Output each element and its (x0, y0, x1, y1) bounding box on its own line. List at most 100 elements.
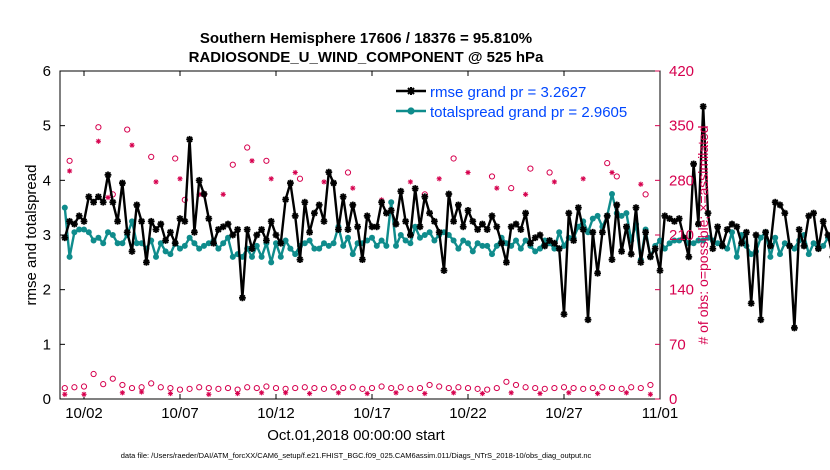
obs-possible-marker (320, 385, 328, 392)
rmse-point (623, 223, 630, 231)
rmse-point (416, 223, 424, 231)
totalspread-point (239, 253, 246, 260)
totalspread-point (537, 245, 543, 252)
rmse-point (109, 198, 117, 206)
obs-possible-marker (484, 386, 491, 393)
rmse-point (344, 226, 352, 233)
totalspread-point (585, 229, 591, 236)
totalspread-point (215, 245, 222, 252)
totalspread-point (129, 218, 135, 225)
rmse-point (599, 228, 606, 236)
y-tick-label-right: 420 (669, 63, 694, 80)
rmse-point (560, 310, 568, 318)
rmse-point (536, 231, 544, 239)
rmse-point (656, 267, 664, 274)
y-tick-label-left: 5 (43, 118, 51, 135)
totalspread-point (748, 251, 755, 258)
totalspread-point (460, 237, 467, 244)
rmse-point (795, 226, 803, 233)
obs-possible-marker (196, 384, 203, 391)
rmse-point (99, 198, 107, 206)
totalspread-point (393, 242, 399, 249)
totalspread-point (805, 251, 812, 258)
obs-assimilated-marker (235, 390, 241, 397)
obs-possible-marker (215, 385, 222, 392)
rmse-point (613, 201, 621, 209)
rmse-point (498, 239, 506, 247)
obs-assimilated-marker (522, 191, 529, 197)
rmse-point (224, 220, 232, 228)
totalspread-point (397, 232, 404, 238)
totalspread-point (268, 259, 275, 266)
obs-possible-marker (157, 384, 164, 391)
obs-possible-marker (66, 157, 73, 164)
y-tick-label-left: 6 (43, 63, 51, 80)
rmse-point (642, 228, 649, 236)
rmse-point (277, 239, 285, 247)
rmse-point (119, 179, 126, 187)
x-axis-ticks: 10/02 10/07 10/12 10/17 10/22 10/27 11/01 (65, 405, 678, 422)
totalspread-point (90, 237, 97, 244)
x-tick-label: 11/01 (642, 405, 678, 422)
totalspread-point (431, 237, 438, 244)
rmse-point (229, 231, 237, 239)
rmse-point (66, 217, 73, 225)
rmse-point (253, 231, 261, 239)
rmse-point (589, 228, 597, 236)
rmse-point (152, 226, 160, 233)
totalspread-point (292, 251, 299, 258)
totalspread-point (810, 240, 817, 247)
obs-possible-marker (426, 381, 433, 389)
rmse-point (315, 201, 323, 209)
totalspread-point (561, 242, 567, 249)
rmse-point (349, 201, 357, 209)
obs-possible-marker (296, 175, 304, 182)
obs-possible-marker (546, 169, 553, 176)
obs-possible-marker (109, 375, 116, 382)
rmse-point (723, 226, 731, 233)
obs-possible-marker (90, 370, 97, 378)
y-tick-label-right: 210 (669, 227, 694, 244)
rmse-point (75, 212, 83, 220)
rmse-point (570, 237, 577, 244)
obs-possible-marker (229, 161, 236, 168)
rmse-point (714, 223, 721, 231)
totalspread-point (479, 242, 486, 249)
totalspread-point (109, 232, 116, 238)
obs-assimilated-marker (479, 390, 485, 397)
rmse-point (594, 269, 601, 277)
obs-possible-marker (416, 384, 424, 392)
totalspread-point (162, 248, 169, 255)
totalspread-point (330, 240, 337, 247)
footer-data-file: data file: /Users/raeder/DAI/ATM_forcXX/… (121, 451, 592, 460)
obs-possible-marker (148, 380, 155, 387)
totalspread-point (551, 245, 558, 252)
plot-area (59, 70, 830, 400)
totalspread-point (229, 253, 236, 260)
y-tick-label-right: 350 (669, 118, 694, 135)
obs-possible-marker (205, 384, 212, 392)
totalspread-point (349, 251, 356, 258)
rmse-point (85, 193, 93, 201)
totalspread-point (417, 234, 423, 241)
rmse-point (214, 226, 222, 233)
totalspread-point (71, 229, 78, 236)
rmse-point (824, 231, 830, 239)
rmse-point (195, 176, 203, 184)
rmse-point (430, 217, 438, 225)
rmse-point (512, 220, 520, 228)
obs-assimilated-marker (268, 176, 274, 182)
y-axis-left-ticks: 0 1 2 3 4 5 6 (43, 63, 51, 408)
totalspread-point (772, 234, 779, 241)
obs-possible-marker (176, 386, 184, 393)
rmse-point (162, 237, 170, 244)
obs-possible-marker (61, 384, 68, 392)
obs-possible-marker (340, 384, 347, 392)
rmse-point (815, 245, 822, 253)
rmse-point (776, 201, 784, 209)
rmse-point (258, 226, 266, 233)
obs-assimilated-marker (451, 390, 457, 396)
totalspread-point (225, 234, 231, 241)
obs-possible-marker (71, 384, 78, 391)
rmse-point (286, 179, 294, 187)
